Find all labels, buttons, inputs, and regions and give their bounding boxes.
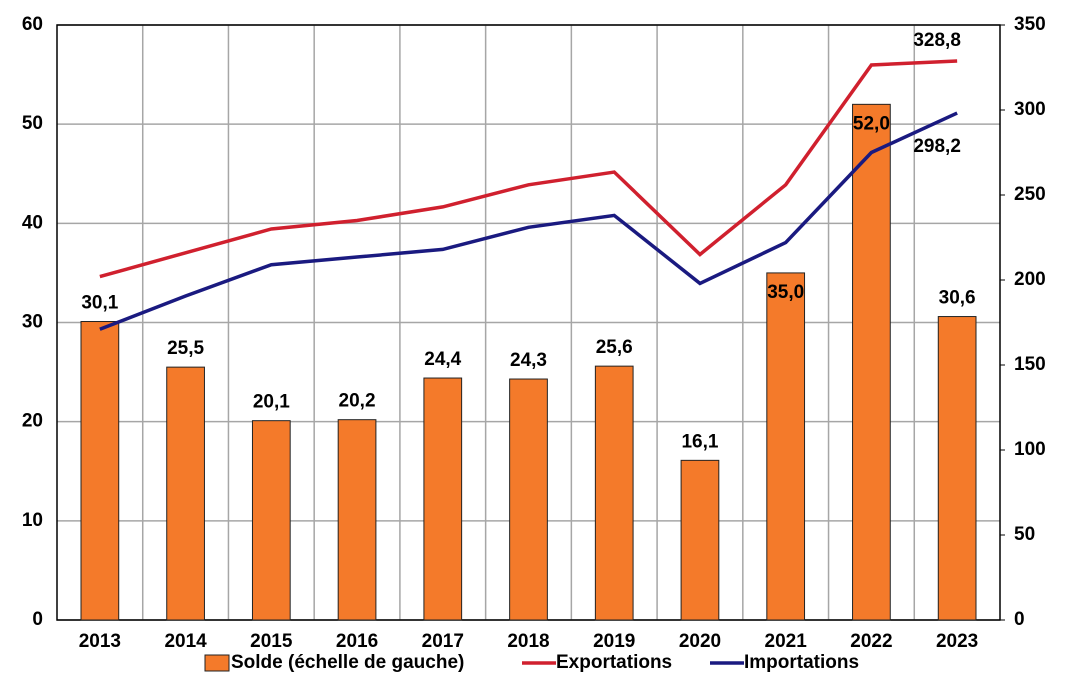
y2-tick-label: 0 <box>1014 609 1025 630</box>
bar <box>509 378 548 621</box>
bar <box>594 365 634 621</box>
bar-value-label: 24,4 <box>424 349 461 370</box>
y2-tick-label: 350 <box>1014 14 1046 35</box>
y-tick-label: 20 <box>22 411 43 432</box>
y-tick-label: 40 <box>22 212 43 233</box>
bar-value-label: 24,3 <box>510 350 547 371</box>
bar <box>80 321 120 621</box>
x-tick-label: 2019 <box>593 631 635 652</box>
y2-tick-label: 150 <box>1014 354 1046 375</box>
y2-tick-label: 200 <box>1014 269 1046 290</box>
bar <box>937 316 977 621</box>
bar <box>337 419 377 621</box>
bar-value-label: 20,1 <box>253 392 290 413</box>
y-tick-label: 0 <box>32 609 43 630</box>
y2-tick-label: 250 <box>1014 184 1046 205</box>
bar-value-label: 30,6 <box>939 288 976 309</box>
x-tick-label: 2023 <box>936 631 978 652</box>
bar <box>852 103 891 621</box>
bar <box>680 459 720 621</box>
y2-tick-label: 50 <box>1014 524 1035 545</box>
bar <box>251 420 291 621</box>
x-tick-label: 2018 <box>507 631 549 652</box>
bar-value-label: 25,5 <box>167 338 204 359</box>
x-tick-label: 2021 <box>765 631 808 652</box>
bar-value-label: 35,0 <box>767 282 804 303</box>
x-tick-label: 2014 <box>164 631 207 652</box>
bar-value-label: 20,2 <box>339 391 376 412</box>
line-value-label: 298,2 <box>913 136 961 157</box>
bar-value-label: 16,1 <box>681 431 718 452</box>
x-tick-label: 2022 <box>850 631 892 652</box>
line <box>99 111 958 331</box>
bar-value-label: 52,0 <box>853 113 890 134</box>
y-tick-label: 30 <box>22 312 43 333</box>
bar <box>766 272 806 621</box>
x-tick-label: 2020 <box>679 631 721 652</box>
y-tick-label: 50 <box>22 113 43 134</box>
y2-tick-label: 100 <box>1014 439 1046 460</box>
legend-swatch <box>204 654 230 672</box>
legend-label: Importations <box>744 652 859 673</box>
y2-tick-label: 300 <box>1014 99 1046 120</box>
bar <box>166 366 205 621</box>
line-value-label: 328,8 <box>913 30 961 51</box>
x-tick-label: 2013 <box>79 631 121 652</box>
y-tick-label: 10 <box>22 510 43 531</box>
bar <box>423 377 463 621</box>
x-tick-label: 2016 <box>336 631 378 652</box>
bar-value-label: 30,1 <box>81 293 118 314</box>
x-tick-label: 2017 <box>422 631 464 652</box>
y-tick-label: 60 <box>22 14 43 35</box>
bar-value-label: 25,6 <box>596 337 633 358</box>
x-tick-label: 2015 <box>250 631 293 652</box>
legend-label: Exportations <box>556 652 672 673</box>
line <box>99 59 958 279</box>
legend-label: Solde (échelle de gauche) <box>231 652 464 673</box>
